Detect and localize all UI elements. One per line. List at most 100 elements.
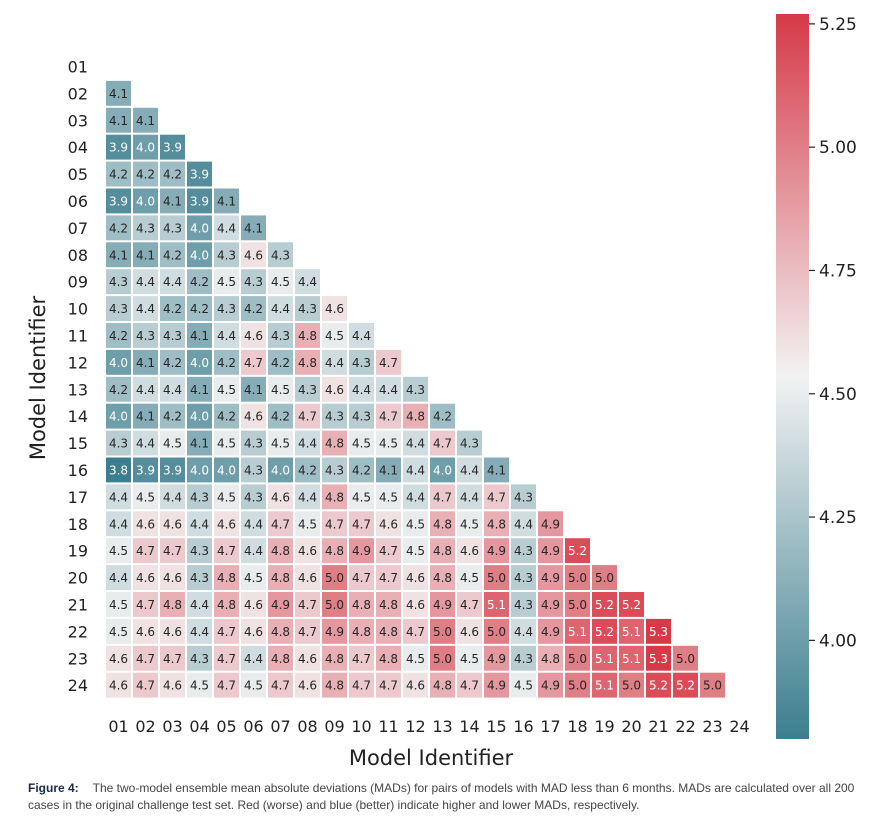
- heatmap-cell-17-13: [430, 484, 455, 510]
- heatmap-cell-19-15: [484, 538, 509, 564]
- cell-value-label: 4.1: [190, 383, 209, 397]
- heatmap-cell-24-06: [241, 672, 266, 698]
- heatmap-cell-11-06: [241, 323, 266, 348]
- heatmap-cell-17-08: [295, 484, 320, 510]
- cell-value-label: 5.0: [568, 598, 587, 612]
- cell-value-label: 4.8: [379, 598, 398, 612]
- y-tick-label: 21: [68, 595, 88, 614]
- heatmap-cell-10-07: [268, 296, 293, 321]
- heatmap-cell-02-01: [106, 80, 131, 106]
- cell-value-label: 4.9: [541, 625, 560, 639]
- colorbar-tick-label: 4.50: [819, 385, 857, 405]
- cell-value-label: 5.0: [622, 679, 641, 693]
- cell-value-label: 4.9: [487, 652, 506, 666]
- heatmap-cell-18-11: [376, 511, 401, 537]
- heatmap-cell-04-02: [133, 134, 158, 160]
- cell-value-label: 4.3: [352, 356, 371, 370]
- cell-value-label: 4.6: [271, 490, 290, 504]
- cell-value-label: 4.3: [352, 410, 371, 424]
- heatmap-cell-21-07: [268, 592, 293, 617]
- cell-value-label: 4.6: [406, 598, 425, 612]
- cell-value-label: 4.6: [163, 679, 182, 693]
- cell-value-label: 4.3: [190, 490, 209, 504]
- x-tick-label: 12: [405, 717, 425, 736]
- cell-value-label: 5.0: [325, 598, 344, 612]
- heatmap-cell-24-21: [646, 672, 671, 698]
- heatmap-cell-16-01: [106, 457, 131, 483]
- heatmap-cell-23-21: [646, 645, 671, 671]
- cell-value-label: 4.1: [379, 463, 398, 477]
- cell-value-label: 4.5: [460, 517, 479, 531]
- cell-value-label: 4.5: [163, 437, 182, 451]
- cell-value-label: 4.7: [136, 544, 155, 558]
- heatmap-cell-22-02: [133, 618, 158, 644]
- heatmap-cell-18-09: [322, 511, 347, 537]
- cell-value-label: 4.4: [109, 490, 128, 504]
- cell-value-label: 5.0: [568, 652, 587, 666]
- cell-value-label: 4.6: [136, 517, 155, 531]
- cell-value-label: 4.6: [163, 625, 182, 639]
- heatmap-cell-15-07: [268, 430, 293, 456]
- cell-value-label: 4.2: [298, 463, 317, 477]
- cell-value-label: 4.1: [487, 463, 506, 477]
- cell-value-label: 4.6: [406, 679, 425, 693]
- cell-value-label: 4.1: [190, 437, 209, 451]
- cell-value-label: 4.5: [352, 437, 371, 451]
- cell-value-label: 4.5: [217, 490, 236, 504]
- cell-value-label: 4.3: [163, 221, 182, 235]
- heatmap-cell-19-16: [511, 538, 536, 564]
- heatmap-cell-23-08: [295, 645, 320, 671]
- heatmap-cell-22-17: [538, 618, 563, 644]
- cell-value-label: 4.8: [379, 652, 398, 666]
- heatmap-cell-16-07: [268, 457, 293, 483]
- heatmap-cell-05-02: [133, 161, 158, 187]
- y-tick-label: 10: [68, 300, 88, 319]
- y-tick-label: 06: [68, 192, 88, 211]
- heatmap-cell-23-07: [268, 645, 293, 671]
- heatmap-cell-21-08: [295, 592, 320, 617]
- heatmap-cell-24-03: [160, 672, 185, 698]
- heatmap-cell-17-10: [349, 484, 374, 510]
- heatmap-cell-12-06: [241, 349, 266, 375]
- heatmap-cell-08-07: [268, 242, 293, 268]
- x-tick-label: 05: [216, 717, 236, 736]
- heatmap-cell-12-08: [295, 349, 320, 375]
- heatmap-cell-17-06: [241, 484, 266, 510]
- heatmap-cell-20-05: [214, 565, 239, 590]
- heatmap-cell-04-03: [160, 134, 185, 160]
- heatmap-cell-10-02: [133, 296, 158, 321]
- colorbar-ticks: 4.00 4.25 4.50 4.75 5.00 5.25: [809, 15, 857, 651]
- heatmap-cell-23-09: [322, 645, 347, 671]
- heatmap-cell-21-13: [430, 592, 455, 617]
- colorbar-tick-label: 5.00: [819, 138, 857, 158]
- heatmap-cell-20-18: [565, 565, 590, 590]
- heatmap-cell-20-08: [295, 565, 320, 590]
- heatmap-cell-18-12: [403, 511, 428, 537]
- cell-value-label: 4.8: [325, 679, 344, 693]
- y-tick-label: 22: [68, 622, 88, 641]
- cell-value-label: 4.7: [433, 437, 452, 451]
- cell-value-label: 4.1: [244, 383, 263, 397]
- heatmap-cell-09-04: [187, 269, 212, 295]
- cell-value-label: 4.9: [433, 598, 452, 612]
- cell-value-label: 4.4: [244, 517, 263, 531]
- cell-value-label: 4.6: [109, 652, 128, 666]
- heatmap-cell-03-02: [133, 107, 158, 133]
- cell-value-label: 4.6: [136, 571, 155, 585]
- heatmap-cell-09-02: [133, 269, 158, 295]
- cell-value-label: 4.8: [487, 517, 506, 531]
- heatmap-cell-22-12: [403, 618, 428, 644]
- cell-value-label: 3.8: [109, 463, 128, 477]
- cell-value-label: 5.0: [703, 679, 722, 693]
- x-tick-label: 13: [432, 717, 452, 736]
- heatmap-cell-15-11: [376, 430, 401, 456]
- cell-value-label: 4.4: [136, 302, 155, 316]
- heatmap-cell-18-06: [241, 511, 266, 537]
- heatmap-cell-19-12: [403, 538, 428, 564]
- y-tick-label: 18: [68, 515, 88, 534]
- cell-value-label: 4.8: [433, 571, 452, 585]
- cell-value-label: 4.3: [190, 544, 209, 558]
- x-tick-label: 17: [540, 717, 560, 736]
- x-tick-label: 09: [324, 717, 344, 736]
- heatmap-cell-22-09: [322, 618, 347, 644]
